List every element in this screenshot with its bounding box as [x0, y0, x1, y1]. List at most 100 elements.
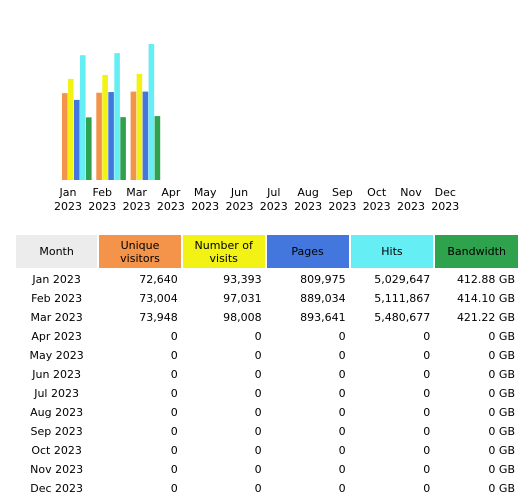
unique-visitors-cell: 0 — [170, 444, 178, 457]
month-axis-label: May 2023 — [188, 186, 222, 214]
month-label-name: Mar — [126, 186, 147, 199]
monthly-history-chart: Jan 2023 Feb 2023 Mar 2023 Apr 2023 May 2023 Jun 20… — [0, 0, 532, 222]
table-row: Apr 2023 0 0 0 0 0 GB — [15, 327, 519, 346]
pages-cell: 0 — [338, 482, 346, 495]
bandwidth-cell: 0 GB — [488, 368, 515, 381]
header-bandwidth: Bandwidth — [433, 233, 520, 270]
bar-bandwidth — [120, 117, 126, 180]
hits-cell: 0 — [423, 368, 431, 381]
hits-cell: 0 — [423, 425, 431, 438]
pages-cell: 0 — [338, 330, 346, 343]
table-header-row: Month Unique visitors Number of visits P… — [13, 233, 520, 270]
bar-number-of-visits — [68, 78, 74, 180]
bandwidth-cell: 0 GB — [488, 349, 515, 362]
bar-pages — [142, 91, 149, 180]
month-cell: Jan 2023 — [32, 273, 81, 286]
month-label-year: 2023 — [156, 200, 185, 213]
month-axis-label: Mar 2023 — [120, 186, 154, 214]
month-label-name: Dec — [434, 186, 456, 199]
bandwidth-cell: 0 GB — [488, 482, 515, 495]
unique-visitors-cell: 0 — [170, 387, 178, 400]
table-row: Jun 2023 0 0 0 0 0 GB — [15, 365, 519, 384]
bandwidth-cell: 0 GB — [488, 330, 515, 343]
month-cell: Mar 2023 — [30, 311, 83, 324]
month-label-name: Apr — [161, 186, 181, 199]
month-axis-label: Dec 2023 — [428, 186, 462, 214]
unique-visitors-cell: 0 — [170, 406, 178, 419]
month-axis-label: Jun 2023 — [223, 186, 257, 214]
visits-cell: 0 — [254, 463, 262, 476]
hits-cell: 0 — [423, 463, 431, 476]
bar-unique-visitors — [96, 92, 102, 180]
month-label-name: Feb — [92, 186, 113, 199]
unique-visitors-cell: 0 — [170, 330, 178, 343]
month-label-year: 2023 — [431, 200, 460, 213]
month-label-year: 2023 — [191, 200, 220, 213]
month-axis-label: Jul 2023 — [257, 186, 291, 214]
month-label-year: 2023 — [259, 200, 288, 213]
pages-cell: 809,975 — [300, 273, 346, 286]
hits-cell: 5,029,647 — [374, 273, 431, 286]
visits-cell: 0 — [254, 349, 262, 362]
month-cell: Jun 2023 — [32, 368, 81, 381]
pages-cell: 0 — [338, 406, 346, 419]
visits-cell: 0 — [254, 406, 262, 419]
month-label-name: Sep — [332, 186, 353, 199]
month-label-name: Aug — [297, 186, 319, 199]
table-row: May 2023 0 0 0 0 0 GB — [15, 346, 519, 365]
pages-cell: 0 — [338, 444, 346, 457]
table-row: Feb 2023 73,004 97,031 889,034 5,111,867 414.… — [15, 289, 519, 308]
unique-visitors-cell: 0 — [170, 425, 178, 438]
pages-cell: 889,034 — [300, 292, 346, 305]
bandwidth-cell: 0 GB — [488, 463, 515, 476]
table-row: Jan 2023 72,640 93,393 809,975 5,029,647 412.… — [15, 269, 519, 289]
month-label-name: May — [193, 186, 217, 199]
month-label-name: Jun — [230, 186, 249, 199]
unique-visitors-cell: 0 — [170, 368, 178, 381]
month-label-year: 2023 — [225, 200, 254, 213]
month-cell: Sep 2023 — [30, 425, 83, 438]
month-label-year: 2023 — [54, 200, 82, 213]
table-row: Dec 2023 0 0 0 0 0 GB — [15, 479, 519, 498]
header-unique-visitors: Unique visitors — [97, 233, 183, 270]
month-cell: Oct 2023 — [31, 444, 82, 457]
bandwidth-cell: 0 GB — [488, 425, 515, 438]
month-axis-label: Feb 2023 — [85, 186, 119, 214]
bandwidth-cell: 421.22 GB — [456, 311, 515, 324]
visits-cell: 98,008 — [223, 311, 262, 324]
chart-bars — [62, 44, 161, 180]
bar-hits — [148, 44, 155, 180]
bandwidth-cell: 0 GB — [488, 444, 515, 457]
bar-bandwidth — [154, 116, 161, 180]
table-row: Sep 2023 0 0 0 0 0 GB — [15, 422, 519, 441]
month-cell: Aug 2023 — [30, 406, 84, 419]
header-pages: Pages — [264, 233, 351, 270]
month-cell: May 2023 — [29, 349, 84, 362]
pages-cell: 0 — [338, 463, 346, 476]
monthly-stats-table: Month Unique visitors Number of visits P… — [13, 233, 520, 498]
month-label-year: 2023 — [328, 200, 357, 213]
bar-number-of-visits — [136, 73, 143, 180]
month-cell: Nov 2023 — [30, 463, 84, 476]
table-row: Aug 2023 0 0 0 0 0 GB — [15, 403, 519, 422]
visits-cell: 0 — [254, 387, 262, 400]
hits-cell: 0 — [423, 444, 431, 457]
bar-hits — [80, 55, 86, 180]
unique-visitors-cell: 0 — [170, 482, 178, 495]
month-axis-label: Jan 2023 — [51, 186, 85, 214]
hits-cell: 0 — [423, 387, 431, 400]
visits-cell: 0 — [254, 425, 262, 438]
visits-cell: 97,031 — [223, 292, 262, 305]
month-cell: Dec 2023 — [30, 482, 83, 495]
bandwidth-cell: 0 GB — [488, 406, 515, 419]
hits-cell: 0 — [423, 330, 431, 343]
month-label-year: 2023 — [122, 200, 151, 213]
month-label-name: Jul — [267, 186, 281, 199]
unique-visitors-cell: 72,640 — [139, 273, 178, 286]
bar-pages — [74, 99, 80, 180]
bar-number-of-visits — [102, 74, 108, 180]
month-label-year: 2023 — [88, 200, 117, 213]
month-label-year: 2023 — [294, 200, 323, 213]
table-row: Oct 2023 0 0 0 0 0 GB — [15, 441, 519, 460]
pages-cell: 0 — [338, 425, 346, 438]
